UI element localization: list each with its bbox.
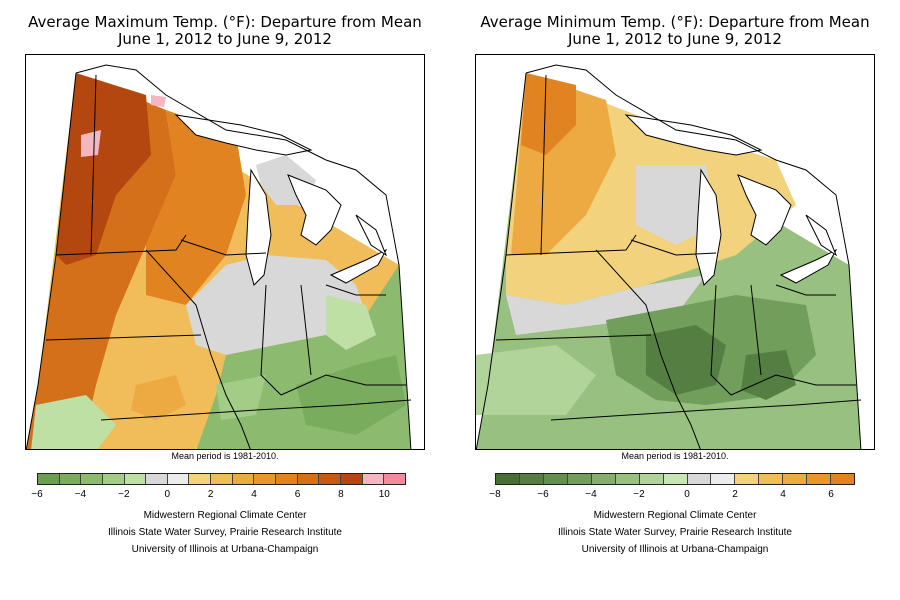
legend-swatch xyxy=(124,474,147,484)
max-map-borders xyxy=(26,64,412,449)
legend-tick-label: 6 xyxy=(294,489,301,500)
legend-swatch xyxy=(384,474,405,484)
min-temp-map xyxy=(475,54,875,450)
legend-tick-label: −2 xyxy=(633,489,645,500)
legend-swatch xyxy=(146,474,168,484)
legend-swatch xyxy=(59,474,82,484)
legend-swatch xyxy=(496,474,520,484)
max-legend-colorbar xyxy=(37,473,406,485)
legend-tick-label: 4 xyxy=(251,489,257,500)
credit-uiuc: University of Illinois at Urbana-Champai… xyxy=(131,544,319,555)
credit-mrcc: Midwestern Regional Climate Center xyxy=(593,510,757,521)
min-temp-panel: Average Minimum Temp. (°F): Departure fr… xyxy=(450,0,900,600)
legend-tick-label: 6 xyxy=(828,489,834,500)
max-map-lakes xyxy=(174,114,388,286)
legend-swatch xyxy=(735,474,760,484)
legend-swatch xyxy=(340,474,363,484)
min-map-date-range: June 1, 2012 to June 9, 2012 xyxy=(568,30,782,48)
legend-swatch xyxy=(211,474,233,484)
legend-swatch xyxy=(362,474,385,484)
min-map-shading xyxy=(476,73,861,449)
legend-tick-label: −6 xyxy=(537,489,549,500)
min-map-title: Average Minimum Temp. (°F): Departure fr… xyxy=(480,13,870,31)
legend-swatch xyxy=(759,474,784,484)
legend-tick-label: 2 xyxy=(732,489,738,500)
legend-swatch xyxy=(319,474,341,484)
credit-isws: Illinois State Water Survey, Prairie Res… xyxy=(108,527,342,538)
legend-tick-label: −2 xyxy=(118,489,130,500)
legend-swatch xyxy=(687,474,712,484)
min-legend-colorbar xyxy=(495,473,855,485)
max-map-title: Average Maximum Temp. (°F): Departure fr… xyxy=(28,13,422,31)
legend-tick-label: 0 xyxy=(164,489,171,500)
credit-isws: Illinois State Water Survey, Prairie Res… xyxy=(558,527,792,538)
credit-uiuc: University of Illinois at Urbana-Champai… xyxy=(581,544,769,555)
legend-swatch xyxy=(297,474,320,484)
min-map-borders xyxy=(476,64,862,449)
legend-swatch xyxy=(591,474,616,484)
max-map-shading xyxy=(26,73,411,449)
legend-tick-label: 10 xyxy=(378,489,390,500)
legend-swatch xyxy=(543,474,568,484)
legend-swatch xyxy=(167,474,190,484)
max-temp-map xyxy=(25,54,425,450)
legend-swatch xyxy=(81,474,103,484)
legend-tick-label: −4 xyxy=(74,489,87,500)
legend-tick-label: −8 xyxy=(489,489,501,500)
legend-swatch xyxy=(102,474,125,484)
legend-swatch xyxy=(783,474,808,484)
legend-swatch xyxy=(232,474,255,484)
legend-swatch xyxy=(519,474,544,484)
min-map-lakes xyxy=(624,114,838,286)
legend-swatch xyxy=(567,474,592,484)
legend-swatch xyxy=(189,474,212,484)
legend-tick-label: 4 xyxy=(780,489,786,500)
legend-swatch xyxy=(711,474,736,484)
legend-swatch xyxy=(639,474,664,484)
legend-swatch xyxy=(254,474,277,484)
max-temp-panel: Average Maximum Temp. (°F): Departure fr… xyxy=(25,13,425,555)
legend-swatch xyxy=(807,474,832,484)
legend-tick-label: 0 xyxy=(684,489,690,500)
max-mean-period-note: Mean period is 1981-2010. xyxy=(171,451,279,461)
legend-tick-label: −6 xyxy=(31,489,43,500)
min-mean-period-note: Mean period is 1981-2010. xyxy=(621,451,729,461)
legend-tick-label: −4 xyxy=(585,489,597,500)
legend-tick-label: 8 xyxy=(338,489,344,500)
legend-swatch xyxy=(38,474,60,484)
legend-swatch xyxy=(663,474,688,484)
legend-swatch xyxy=(615,474,640,484)
credit-mrcc: Midwestern Regional Climate Center xyxy=(143,510,307,521)
legend-tick-label: 2 xyxy=(207,489,214,500)
legend-swatch xyxy=(276,474,298,484)
legend-swatch xyxy=(831,474,855,484)
max-map-date-range: June 1, 2012 to June 9, 2012 xyxy=(118,30,332,48)
